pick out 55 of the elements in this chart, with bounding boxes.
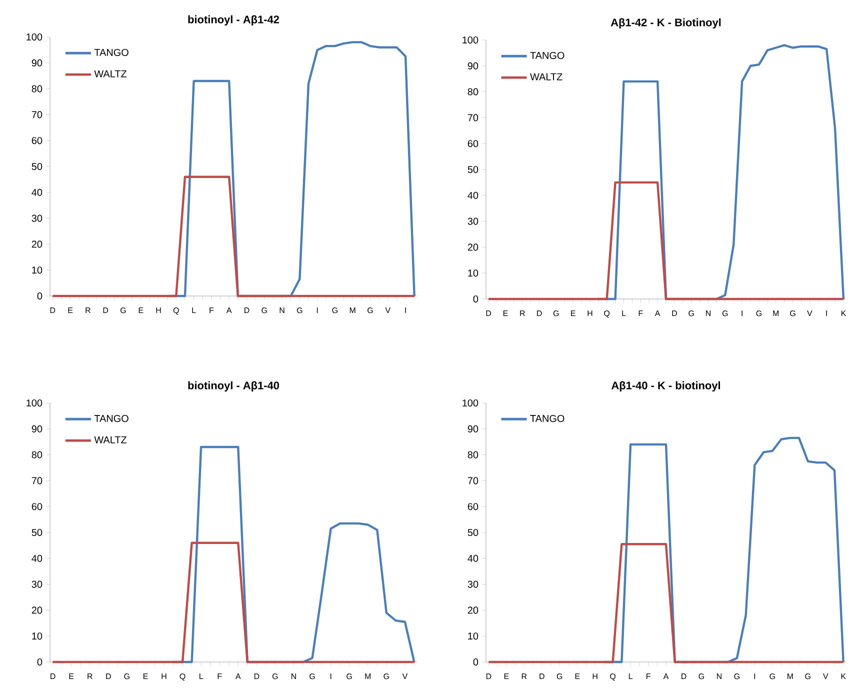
- y-tick-label: 0: [37, 658, 42, 666]
- y-tick-label: 100: [26, 399, 42, 407]
- y-tick-label: 10: [32, 266, 42, 274]
- chart-title: Aβ1-42 - K - Biotinoyl: [610, 18, 721, 28]
- y-tick-label: 80: [468, 88, 478, 96]
- legend-label: TANGO: [530, 414, 564, 422]
- legend-label: WALTZ: [94, 70, 127, 78]
- y-tick-label: 100: [26, 33, 42, 41]
- y-tick-label: 20: [468, 606, 478, 614]
- y-tick-label: 10: [468, 270, 478, 277]
- y-tick-label: 100: [462, 36, 478, 44]
- y-tick-label: 60: [468, 140, 478, 148]
- y-tick-label: 90: [468, 425, 478, 432]
- y-tick-label: 0: [37, 292, 42, 300]
- y-tick-label: 40: [468, 192, 478, 199]
- y-tick-label: 70: [468, 114, 478, 122]
- y-tick-label: 10: [468, 632, 478, 640]
- y-tick-label: 90: [32, 59, 42, 66]
- y-tick-label: 50: [32, 162, 42, 170]
- y-tick-label: 40: [468, 554, 478, 562]
- legend-label: TANGO: [530, 52, 564, 59]
- y-tick-label: 10: [32, 632, 42, 640]
- y-tick-label: 60: [468, 503, 478, 510]
- chart-title: biotinoyl - Aβ1-40: [188, 381, 280, 392]
- y-tick-label: 90: [468, 62, 478, 70]
- y-tick-label: 30: [32, 580, 42, 588]
- y-tick-label: 80: [32, 85, 42, 92]
- y-tick-label: 100: [462, 399, 478, 407]
- y-tick-label: 60: [32, 503, 42, 510]
- y-tick-label: 80: [32, 451, 42, 458]
- legend-label: TANGO: [94, 48, 128, 56]
- y-tick-label: 30: [468, 580, 478, 588]
- y-tick-label: 20: [468, 244, 478, 251]
- y-tick-label: 40: [32, 554, 42, 562]
- y-tick-label: 70: [32, 477, 42, 484]
- y-tick-label: 70: [32, 111, 42, 118]
- legend-label: WALTZ: [530, 73, 562, 80]
- y-tick-label: 0: [473, 658, 478, 666]
- y-tick-label: 30: [468, 218, 478, 225]
- legend-label: WALTZ: [94, 436, 127, 444]
- legend-label: TANGO: [94, 414, 128, 422]
- y-tick-label: 0: [473, 295, 478, 303]
- y-tick-label: 20: [32, 240, 42, 248]
- y-tick-label: 90: [32, 425, 42, 432]
- y-tick-label: 40: [32, 188, 42, 196]
- y-tick-label: 80: [468, 451, 478, 458]
- y-tick-label: 50: [468, 528, 478, 536]
- y-tick-label: 50: [32, 528, 42, 536]
- chart-title: Aβ1-40 - K - biotinoyl: [611, 381, 720, 392]
- y-tick-label: 20: [32, 606, 42, 614]
- y-tick-label: 50: [468, 166, 478, 174]
- chart-title: biotinoyl - Aβ1-42: [188, 15, 280, 26]
- y-tick-label: 60: [32, 137, 42, 144]
- y-tick-label: 70: [468, 477, 478, 484]
- y-tick-label: 30: [32, 214, 42, 222]
